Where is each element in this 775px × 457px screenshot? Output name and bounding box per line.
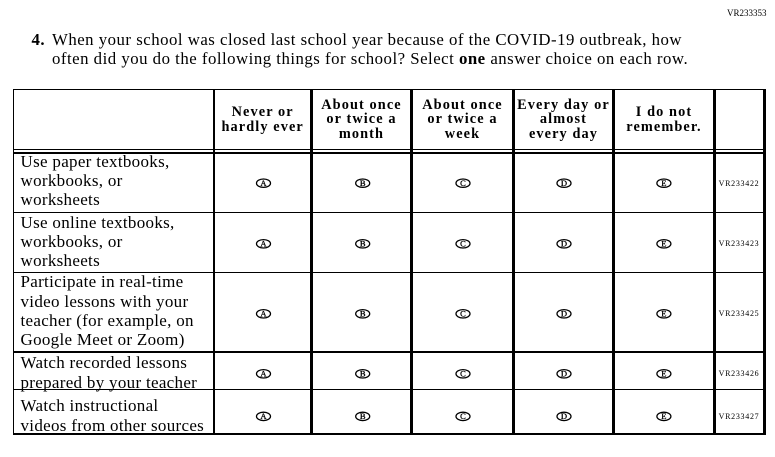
svg-text:B: B [360,411,366,421]
svg-text:A: A [260,411,267,421]
svg-text:C: C [460,411,466,421]
svg-text:C: C [460,369,466,379]
svg-text:D: D [561,369,567,379]
svg-text:B: B [360,369,366,379]
svg-text:D: D [561,239,567,249]
svg-text:B: B [360,239,366,249]
svg-text:C: C [460,178,466,188]
svg-text:E: E [661,369,666,379]
svg-text:E: E [661,239,666,249]
svg-text:D: D [561,411,567,421]
svg-text:B: B [360,309,366,319]
svg-text:E: E [661,178,666,188]
svg-text:E: E [661,411,666,421]
svg-text:D: D [561,178,567,188]
svg-text:B: B [360,178,366,188]
svg-text:A: A [260,178,267,188]
svg-text:D: D [561,309,567,319]
svg-text:C: C [460,309,466,319]
svg-text:A: A [260,369,267,379]
svg-text:E: E [661,309,666,319]
svg-text:A: A [260,309,267,319]
svg-text:C: C [460,239,466,249]
svg-text:A: A [260,239,267,249]
